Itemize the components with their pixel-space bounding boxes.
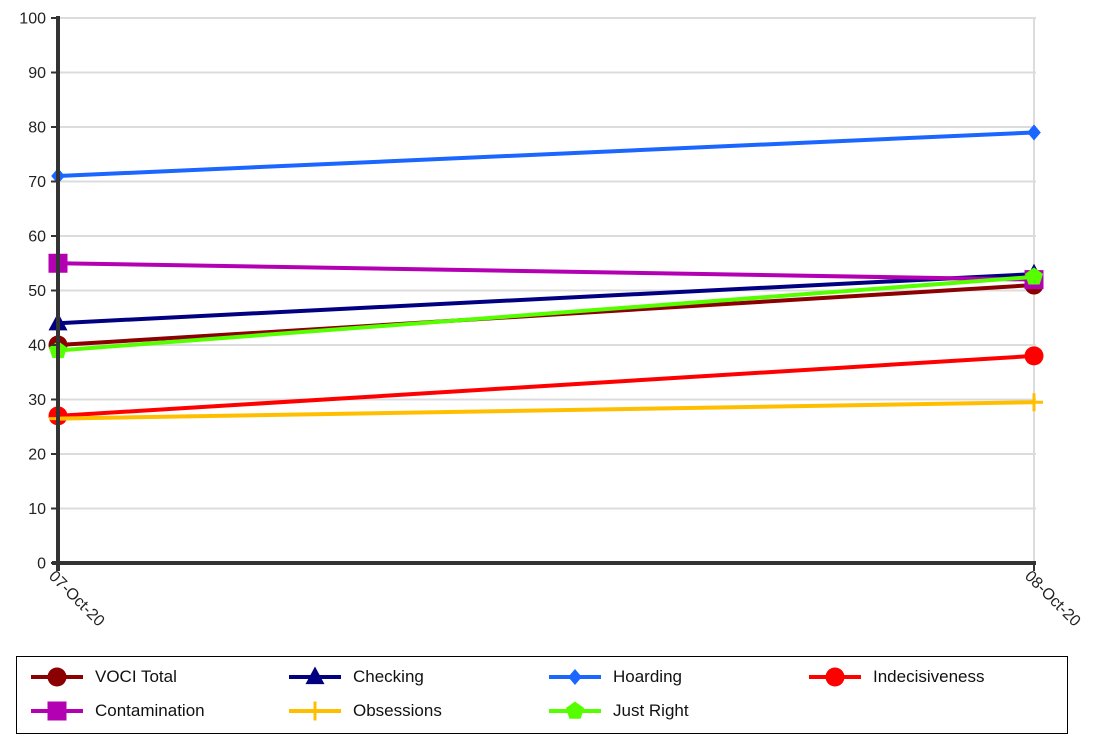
- axes: [51, 16, 1036, 571]
- y-tick-label: 60: [28, 229, 46, 246]
- series-line-checking: [57, 272, 1035, 326]
- data-point-obsessions: [1025, 393, 1043, 412]
- data-point-just-right: [1024, 267, 1044, 285]
- y-tick-label: 50: [28, 283, 46, 300]
- data-point-hoarding: [1027, 124, 1041, 141]
- x-tick-label: 08-Oct-20: [1021, 568, 1083, 630]
- y-tick-label: 30: [28, 392, 46, 409]
- legend-label: Contamination: [95, 701, 205, 720]
- legend-marker: [568, 669, 582, 685]
- series-obsessions: [49, 393, 1043, 428]
- y-tick-label: 40: [28, 338, 46, 355]
- legend-marker: [305, 701, 325, 721]
- series-layer: [48, 124, 1044, 428]
- legend-item-contamination: Contamination: [29, 697, 205, 725]
- legend-swatch-hoarding: [549, 669, 601, 685]
- legend-marker: [825, 667, 845, 687]
- gridlines: [58, 17, 1036, 563]
- legend-swatch-obsessions: [289, 701, 341, 721]
- series-line-indecisiveness: [57, 353, 1035, 418]
- legend-label: Just Right: [613, 701, 689, 720]
- legend-swatch-just-right: [549, 701, 601, 719]
- series-line-just-right: [57, 274, 1035, 353]
- y-tick-label: 80: [28, 120, 46, 137]
- series-indecisiveness: [48, 346, 1044, 426]
- y-tick-label: 20: [28, 447, 46, 464]
- series-contamination: [48, 253, 1044, 290]
- y-tick-label: 70: [28, 174, 46, 191]
- series-checking: [48, 263, 1044, 331]
- legend-label: Indecisiveness: [873, 667, 985, 686]
- y-tick-label: 90: [28, 65, 46, 82]
- legend-label: Checking: [353, 667, 424, 686]
- legend-swatch-voci-total: [31, 667, 83, 687]
- y-tick-label: 10: [28, 501, 46, 518]
- legend: VOCI Total Checking Hoarding Indecisiveness…: [16, 656, 1068, 734]
- y-tick-label: 100: [19, 11, 46, 28]
- legend-item-just-right: Just Right: [547, 697, 689, 725]
- legend-marker: [47, 667, 67, 687]
- series-line-contamination: [57, 261, 1035, 282]
- legend-swatch-checking: [289, 666, 341, 685]
- legend-marker: [565, 701, 585, 719]
- legend-label: Obsessions: [353, 701, 442, 720]
- legend-item-checking: Checking: [287, 663, 424, 691]
- y-tick-label: 0: [37, 556, 46, 573]
- legend-item-voci-total: VOCI Total: [29, 663, 177, 691]
- series-hoarding: [51, 124, 1041, 185]
- x-tick-label: 07-Oct-20: [45, 568, 107, 630]
- legend-item-indecisiveness: Indecisiveness: [807, 663, 985, 691]
- legend-swatch-contamination: [31, 701, 83, 721]
- legend-label: Hoarding: [613, 667, 682, 686]
- legend-label: VOCI Total: [95, 667, 177, 686]
- series-line-obsessions: [57, 400, 1035, 421]
- legend-marker: [47, 701, 67, 721]
- data-point-indecisiveness: [1024, 346, 1044, 366]
- legend-marker: [305, 666, 325, 685]
- line-chart: 0 10 20 30 40 50 60 70 80 90 100 07-Oct-20 08-Oct-20: [19, 11, 1083, 631]
- legend-item-hoarding: Hoarding: [547, 663, 682, 691]
- legend-swatch-indecisiveness: [809, 667, 861, 687]
- tick-labels: 0 10 20 30 40 50 60 70 80 90 100 07-Oct-20 08-Oct-20: [19, 11, 1083, 631]
- series-line-hoarding: [57, 130, 1035, 179]
- legend-item-obsessions: Obsessions: [287, 697, 442, 725]
